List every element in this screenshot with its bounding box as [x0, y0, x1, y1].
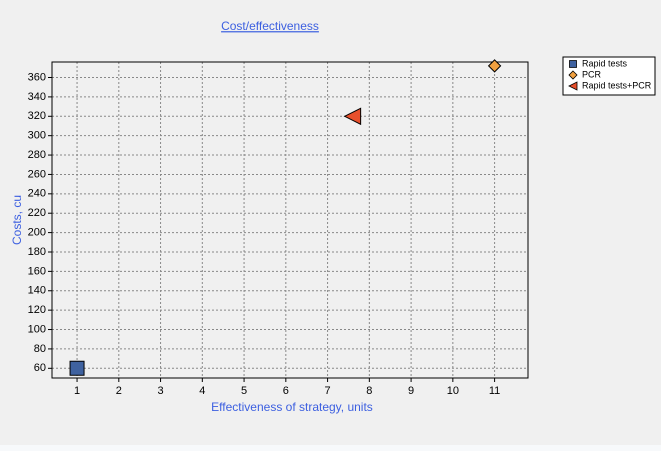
x-tick-label: 4	[199, 385, 205, 397]
x-tick-label: 8	[366, 385, 372, 397]
y-tick-label: 100	[28, 323, 46, 335]
y-tick-label: 320	[28, 110, 46, 122]
y-tick-label: 280	[28, 149, 46, 161]
y-tick-label: 80	[34, 343, 46, 355]
y-tick-label: 220	[28, 207, 46, 219]
y-tick-label: 340	[28, 91, 46, 103]
x-tick-label: 3	[157, 385, 163, 397]
x-tick-label: 9	[408, 385, 414, 397]
y-tick-label: 60	[34, 362, 46, 374]
y-tick-label: 360	[28, 71, 46, 83]
y-tick-label: 300	[28, 130, 46, 142]
legend-label: Rapid tests+PCR	[582, 80, 652, 90]
legend-label: PCR	[582, 69, 602, 79]
x-tick-label: 10	[447, 385, 459, 397]
plot-area	[52, 62, 528, 378]
y-tick-label: 120	[28, 304, 46, 316]
point	[69, 360, 85, 376]
legend-label: Rapid tests	[582, 58, 628, 68]
point	[487, 59, 502, 73]
x-tick-label: 2	[116, 385, 122, 397]
legend-marker	[569, 60, 577, 68]
chart-title: Cost/effectiveness	[221, 19, 319, 33]
y-tick-label: 160	[28, 265, 46, 277]
legend-box	[562, 56, 656, 96]
x-axis-label: Effectiveness of strategy, units	[211, 400, 373, 414]
point	[343, 107, 362, 126]
y-tick-label: 180	[28, 246, 46, 258]
y-tick-label: 140	[28, 285, 46, 297]
x-tick-label: 5	[241, 385, 247, 397]
x-tick-label: 6	[283, 385, 289, 397]
x-tick-label: 7	[325, 385, 331, 397]
legend-marker	[568, 70, 578, 80]
y-tick-label: 260	[28, 168, 46, 180]
plot-border	[51, 61, 529, 379]
footer-strip	[0, 445, 661, 451]
x-tick-label: 11	[489, 385, 500, 397]
legend-marker	[568, 81, 578, 91]
y-tick-label: 240	[28, 188, 46, 200]
x-tick-label: 1	[74, 385, 80, 397]
y-tick-label: 200	[28, 227, 46, 239]
y-axis-label: Costs, cu	[10, 195, 24, 245]
